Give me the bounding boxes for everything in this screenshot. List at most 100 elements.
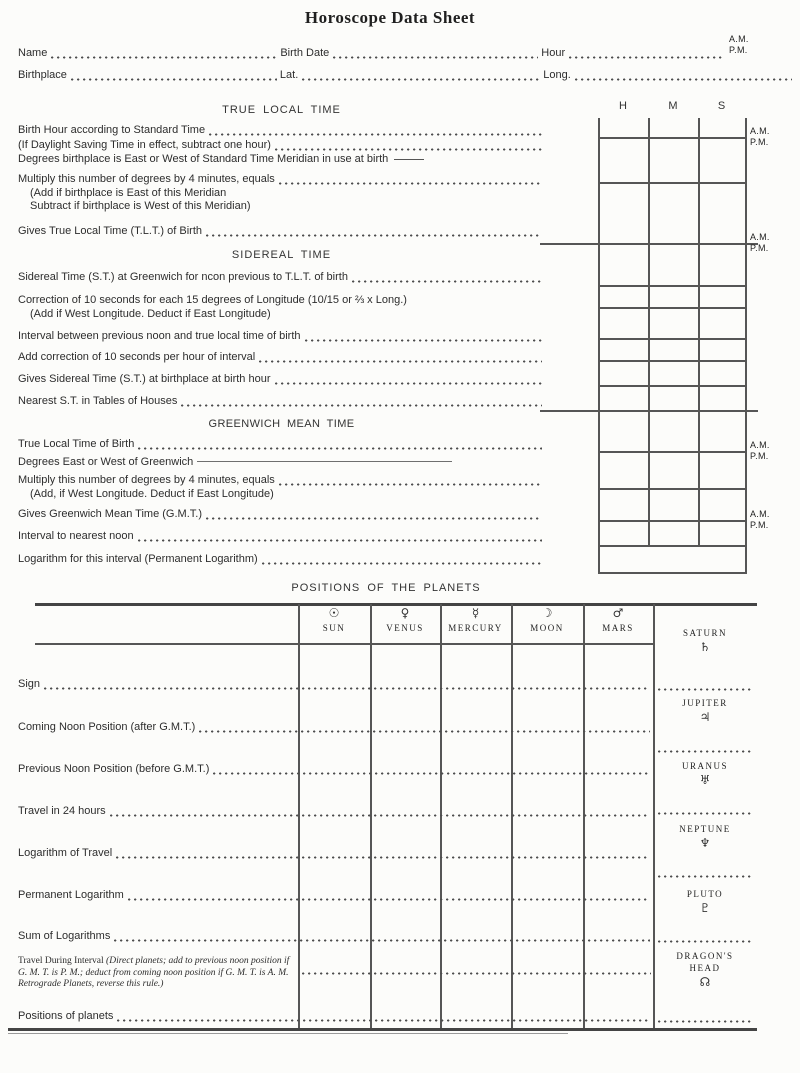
note-subtract-if-west: Subtract if birthplace is West of this M… [30,200,251,212]
jupiter-icon: ♃ [699,710,711,724]
mars-icon: ♂ [612,606,624,620]
name-label: Name [18,47,48,59]
grid-vline [648,118,650,545]
grid-vline [745,118,747,573]
venus-icon: ♀ [400,606,410,620]
grid-hline [598,307,747,309]
row-travel-during-interval-note: Travel During Interval (Direct planets; … [18,956,290,989]
neptune-icon: ♆ [699,836,711,850]
lat-label: Lat. [279,69,299,81]
row-positions-of-planets: Positions of planets [18,1010,653,1023]
field-daylight-saving-note: (If Daylight Saving Time in effect, subt… [18,139,545,152]
input-line [114,939,650,942]
field-degrees-birthplace-meridian: Degrees birthplace is East or West of St… [18,153,578,166]
field-gives-gmt: Gives Greenwich Mean Time (G.M.T.) [18,508,545,521]
field-interval-nearest-noon: Interval to nearest noon [18,530,545,543]
right-column-pluto: PLUTO ♇ [653,888,757,915]
input-line [351,280,542,283]
input-line [138,447,542,450]
field-birth-hour-standard-time: Birth Hour according to Standard Time [18,124,545,137]
column-header-sun: ☉ SUN [298,606,370,634]
am-label: A.M. [750,126,770,136]
row-coming-noon-position: Coming Noon Position (after G.M.T.) [18,721,653,734]
note-add-west-deduct-east-gmt: (Add, if West Longitude. Deduct if East … [30,488,274,500]
grid-hline [598,338,747,340]
dragons-head-icon: ☊ [699,975,711,989]
table-vline [653,604,655,1028]
grid-hline [540,243,758,245]
hour-input-line [569,56,723,59]
field-gives-sidereal-time: Gives Sidereal Time (S.T.) at birthplace… [18,373,545,386]
pm-label: P.M. [750,451,769,461]
field-interval-previous-noon: Interval between previous noon and true … [18,330,545,343]
birthplace-input-line [70,78,277,81]
travel-during-interval-answer-line [302,972,651,975]
birth-hour-ampm-label: A.M. P.M. [750,126,770,148]
am-label: A.M. [750,509,770,519]
hour-label: Hour [541,47,566,59]
field-add-correction-interval: Add correction of 10 seconds per hour of… [18,351,545,364]
tlt-of-birth-ampm-label: A.M. P.M. [750,440,770,462]
column-header-mercury: ☿ MERCURY [440,606,511,634]
long-input-line [574,78,792,81]
input-line [278,483,542,486]
answer-line-uranus [658,812,752,815]
grid-hline [598,488,747,490]
input-line [117,1019,650,1022]
birth-date-input-line [333,56,539,59]
input-line [116,856,650,859]
table-bottom-rule-shadow [8,1033,568,1034]
input-line [199,730,650,733]
grid-hline [598,360,747,362]
am-label: A.M. [750,440,770,450]
input-line [206,234,542,237]
birth-date-label: Birth Date [280,47,330,59]
pm-label: P.M. [729,45,748,55]
input-line [213,772,650,775]
field-sidereal-time-greenwich: Sidereal Time (S.T.) at Greenwich for nc… [18,271,545,284]
section-heading-sidereal-time: SIDEREAL TIME [231,249,332,261]
long-label: Long. [543,69,571,81]
answer-line-neptune [658,875,752,878]
grid-hline [598,137,747,139]
birthplace-row: Birthplace Lat. Long. [18,69,795,82]
input-line [304,339,542,342]
column-header-venus: ♀ VENUS [370,606,440,634]
field-multiply-degrees-tlt: Multiply this number of degrees by 4 min… [18,173,545,186]
mercury-icon: ☿ [471,606,480,620]
answer-line-saturn [658,688,752,691]
input-line [259,360,542,363]
hms-m-header: M [668,100,678,112]
row-sign: Sign [18,678,653,691]
input-line [261,562,542,565]
column-header-moon: ☽ MOON [511,606,583,634]
answer-line-jupiter [658,750,752,753]
grid-vline [598,118,600,573]
field-logarithm-interval: Logarithm for this interval (Permanent L… [18,553,545,566]
input-line [127,898,650,901]
input-line [109,814,650,817]
grid-hline [598,182,747,184]
grid-hline [598,285,747,287]
grid-hline [540,410,758,412]
planets-table-heading: POSITIONS OF THE PLANETS [291,582,481,594]
dash-line [394,159,425,160]
solid-line [197,461,452,462]
input-line [209,133,542,136]
birthplace-label: Birthplace [18,69,67,81]
hms-s-header: S [717,100,726,112]
input-line [181,404,542,407]
field-correction-longitude: Correction of 10 seconds for each 15 deg… [18,294,407,306]
section-heading-greenwich-mean-time: GREENWICH MEAN TIME [208,418,355,430]
page-title: Horoscope Data Sheet [304,8,476,27]
true-local-time-ampm-label: A.M. P.M. [750,232,770,254]
gmt-ampm-label: A.M. P.M. [750,509,770,531]
row-travel-24-hours: Travel in 24 hours [18,805,653,818]
input-line [206,517,542,520]
table-bottom-rule [8,1028,757,1031]
pm-label: P.M. [750,243,769,253]
uranus-icon: ♅ [699,773,711,787]
grid-vline [698,118,700,545]
lat-input-line [302,78,541,81]
hour-ampm-label: A.M. P.M. [729,34,749,56]
